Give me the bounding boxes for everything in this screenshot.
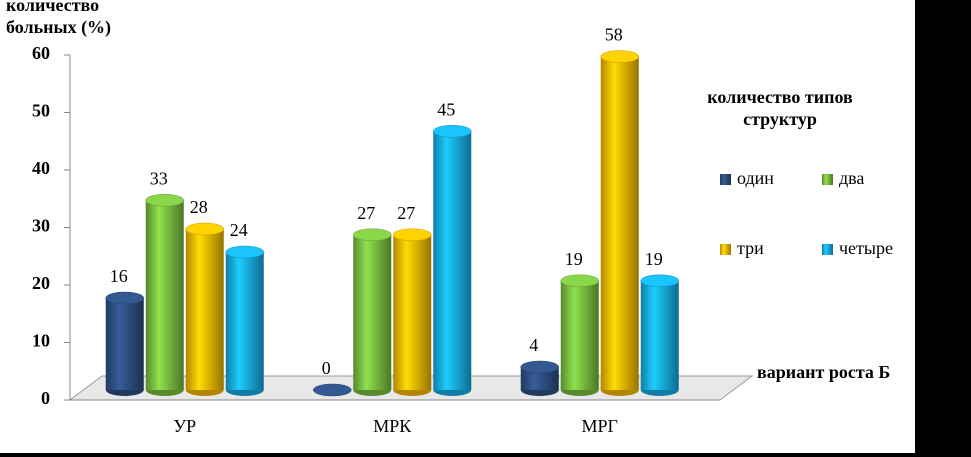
legend-title: количество типов структур	[707, 87, 853, 129]
legend-marker	[720, 244, 731, 255]
bar	[560, 274, 599, 396]
bar-body	[145, 200, 184, 390]
data-label: 16	[110, 266, 128, 286]
data-label: 58	[605, 25, 623, 45]
x-tick-label: МРГ	[582, 416, 618, 436]
black-band-bottom	[0, 453, 971, 457]
legend-label: один	[737, 168, 774, 188]
bar	[185, 222, 224, 396]
x-axis-title: вариант роста Б	[757, 362, 890, 382]
bar-body	[640, 280, 679, 390]
black-band	[915, 0, 971, 457]
bar	[353, 228, 392, 396]
bar-top	[640, 274, 679, 287]
bar-top	[520, 360, 559, 374]
data-label: 27	[357, 203, 375, 223]
data-label: 24	[230, 220, 248, 240]
data-label: 45	[437, 99, 455, 119]
legend-label: четыре	[839, 238, 893, 258]
data-label: 33	[150, 168, 168, 188]
bar-top	[433, 125, 472, 138]
bar-body	[600, 56, 639, 390]
bar-body	[433, 131, 472, 390]
bar	[225, 245, 264, 396]
y-tick-label: 20	[32, 273, 50, 293]
x-tick-label: УР	[173, 416, 196, 436]
bar-top	[145, 194, 184, 207]
data-label: 19	[645, 249, 663, 269]
bar	[145, 194, 184, 396]
bar-top	[225, 245, 264, 259]
data-label: 0	[322, 358, 331, 378]
legend-marker	[720, 174, 731, 185]
bar-body	[353, 234, 392, 390]
x-tick-label: МРК	[373, 416, 412, 436]
bar	[105, 291, 144, 396]
bar	[393, 228, 432, 396]
bar-body	[393, 234, 432, 390]
bar-top	[353, 228, 392, 241]
bar-body	[520, 367, 559, 390]
legend-label: два	[839, 168, 864, 188]
bar	[640, 274, 679, 396]
data-label: 19	[565, 249, 583, 269]
y-tick-label: 30	[32, 216, 50, 236]
legend-marker	[822, 244, 833, 255]
bar-top	[313, 383, 352, 397]
bar	[520, 360, 559, 396]
bar-body	[560, 280, 599, 390]
bar	[600, 50, 639, 396]
y-axis-title: количество больных (%)	[6, 0, 112, 37]
data-label: 27	[397, 203, 415, 223]
legend-label: три	[737, 238, 764, 258]
bar-body	[225, 252, 264, 390]
y-tick-label: 50	[32, 101, 50, 121]
data-label: 4	[529, 335, 538, 355]
bar-top	[105, 291, 144, 305]
y-tick-label: 10	[32, 331, 50, 351]
bar-body	[105, 298, 144, 390]
legend-marker	[822, 174, 833, 185]
y-tick-label: 60	[32, 43, 50, 63]
bar-top	[600, 50, 639, 63]
bar	[313, 383, 352, 397]
data-label: 28	[190, 197, 208, 217]
y-tick-label: 0	[41, 388, 50, 408]
bar-top	[393, 228, 432, 241]
bar-top	[185, 222, 224, 236]
bar-top	[560, 274, 599, 287]
bar	[433, 125, 472, 396]
bar-body	[185, 229, 224, 390]
y-tick-label: 40	[32, 158, 50, 178]
